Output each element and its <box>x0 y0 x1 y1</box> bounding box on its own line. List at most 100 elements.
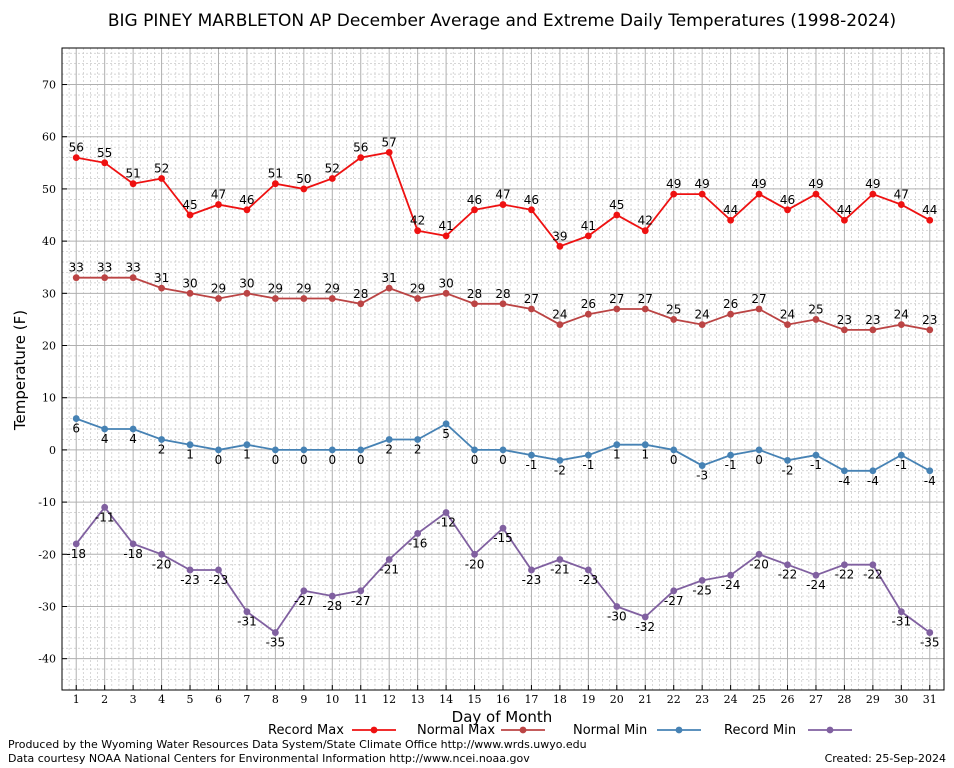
normal-max-point <box>528 305 535 313</box>
normal-max-point <box>584 310 592 318</box>
normal-min-point <box>556 456 564 464</box>
normal-max-point <box>641 305 649 313</box>
x-tick-label: 27 <box>809 693 823 706</box>
normal-min-value-label: 4 <box>129 432 137 446</box>
record-min-value-label: -20 <box>465 557 485 571</box>
record-max-value-label: 39 <box>552 229 567 243</box>
y-tick-label: 40 <box>42 235 56 248</box>
legend-marker-normal-max <box>519 726 527 734</box>
normal-min-value-label: 0 <box>215 453 223 467</box>
normal-min-point <box>471 446 478 454</box>
record-max-point <box>670 190 678 198</box>
record-max-value-label: 44 <box>837 203 852 217</box>
y-tick-label: 10 <box>42 392 56 405</box>
normal-min-value-label: -2 <box>554 463 566 477</box>
x-tick-label: 10 <box>325 693 339 706</box>
normal-min-point <box>158 436 165 443</box>
record-max-point <box>215 201 222 208</box>
normal-max-value-label: 24 <box>552 308 567 322</box>
x-tick-label: 16 <box>496 693 510 706</box>
normal-min-point <box>841 467 848 475</box>
record-max-value-label: 49 <box>666 177 681 191</box>
record-max-value-label: 49 <box>751 177 766 191</box>
record-min-point <box>129 540 137 548</box>
record-min-point <box>300 587 308 595</box>
normal-max-value-label: 28 <box>495 287 510 301</box>
record-max-point <box>101 159 109 167</box>
normal-min-value-label: 2 <box>414 442 422 456</box>
normal-min-point <box>499 446 507 454</box>
record-max-point <box>385 148 393 156</box>
normal-max-point <box>926 326 934 334</box>
normal-max-value-label: 31 <box>382 271 397 285</box>
y-tick-label: -30 <box>38 600 56 613</box>
normal-max-value-label: 27 <box>524 292 539 306</box>
normal-min-value-label: -3 <box>696 469 708 483</box>
record-min-value-label: -23 <box>579 573 599 587</box>
normal-min-point <box>129 425 137 433</box>
normal-max-point <box>897 321 905 329</box>
normal-max-point <box>727 310 735 318</box>
x-tick-label: 3 <box>130 693 137 706</box>
normal-max-value-label: 33 <box>69 261 84 275</box>
record-max-value-label: 50 <box>296 172 311 186</box>
series-record-max: 56 55 51 52 45 47 46 51 50 52 56 57 42 41 46 47 46 39 41 45… <box>69 135 937 250</box>
normal-max-value-label: 24 <box>894 308 909 322</box>
normal-max-value-label: 25 <box>666 302 681 316</box>
normal-min-value-label: -1 <box>525 458 537 472</box>
normal-min-point <box>414 436 422 443</box>
normal-max-point <box>755 305 763 313</box>
normal-min-point <box>698 462 706 469</box>
footer-credit-line-1: Produced by the Wyoming Water Resources … <box>8 738 587 751</box>
record-max-value-label: 47 <box>495 188 510 202</box>
chart-title: BIG PINEY MARBLETON AP December Average … <box>108 11 896 31</box>
x-tick-label: 14 <box>439 693 453 706</box>
x-tick-label: 1 <box>73 693 80 706</box>
normal-max-point <box>357 300 365 308</box>
normal-min-point <box>897 451 905 459</box>
legend-label-record-min: Record Min <box>724 723 796 738</box>
normal-min-point <box>784 456 791 464</box>
record-min-point <box>869 561 877 569</box>
normal-max-value-label: 30 <box>438 276 453 290</box>
normal-min-value-label: 0 <box>300 453 308 467</box>
normal-max-value-label: 29 <box>410 282 425 296</box>
record-max-point <box>414 227 422 235</box>
record-max-point <box>186 211 194 219</box>
normal-min-value-label: 6 <box>72 422 80 436</box>
y-tick-label: -10 <box>38 496 56 509</box>
record-min-value-label: -27 <box>294 594 314 608</box>
record-max-point <box>72 154 80 162</box>
record-min-value-label: -16 <box>408 536 428 550</box>
normal-min-value-label: 0 <box>499 453 507 467</box>
record-max-point <box>727 216 735 224</box>
record-min-point <box>784 561 791 569</box>
y-tick-label: 70 <box>42 79 56 92</box>
normal-min-value-label: -1 <box>582 458 594 472</box>
normal-max-point <box>613 305 621 313</box>
normal-min-value-label: 2 <box>385 442 393 456</box>
x-tick-label: 11 <box>354 693 368 706</box>
record-min-value-label: -18 <box>123 547 143 561</box>
normal-max-point <box>556 321 564 329</box>
series-normal-min: 6 4 4 2 1 0 1 0 0 0 0 2 2 5 0 0 -1 -2 -1 1 1 0 -3 -1 0 -2 -1 -4 -4 -1… <box>72 415 936 488</box>
record-min-value-label: -35 <box>920 636 940 650</box>
normal-min-point <box>385 436 393 443</box>
record-min-point <box>499 524 507 532</box>
record-min-value-label: -31 <box>237 615 257 629</box>
record-max-value-label: 51 <box>268 167 283 181</box>
x-tick-label: 20 <box>610 693 624 706</box>
record-max-value-label: 42 <box>638 214 653 228</box>
record-min-value-label: -30 <box>607 609 627 623</box>
normal-max-value-label: 30 <box>239 276 254 290</box>
normal-max-point <box>300 295 308 302</box>
record-max-point <box>328 175 336 182</box>
record-min-value-label: -23 <box>522 573 542 587</box>
x-tick-label: 12 <box>382 693 396 706</box>
x-tick-label: 24 <box>724 693 738 706</box>
record-min-value-label: -23 <box>209 573 229 587</box>
normal-min-value-label: 1 <box>243 448 251 462</box>
normal-max-value-label: 27 <box>609 292 624 306</box>
